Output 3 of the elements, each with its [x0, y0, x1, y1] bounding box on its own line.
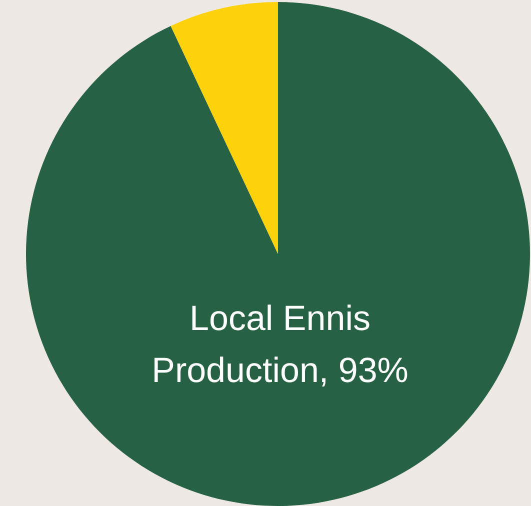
pie-slice — [26, 2, 530, 506]
pie-slice — [170, 2, 278, 254]
slice-label: Local Ennis Production, 93% — [152, 299, 408, 390]
